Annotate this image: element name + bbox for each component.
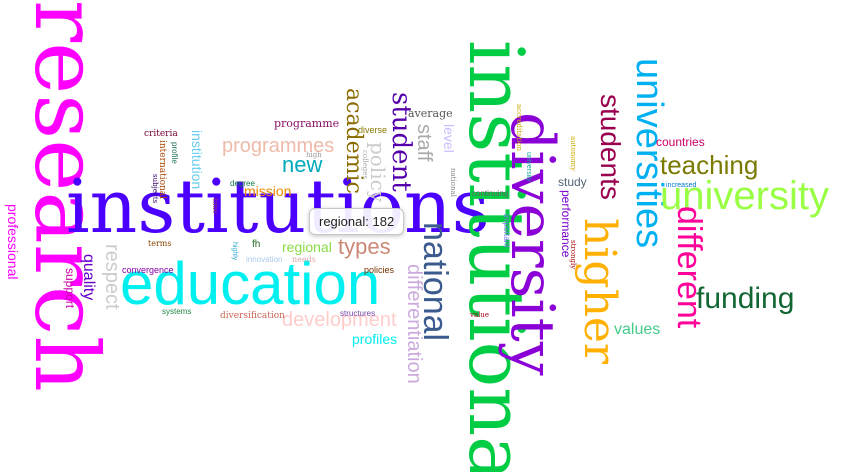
cloud-word[interactable]: autonomy [569, 136, 577, 172]
cloud-word[interactable]: education [120, 250, 381, 317]
cloud-word[interactable]: development [282, 309, 397, 331]
cloud-word[interactable]: diverse [358, 125, 388, 135]
cloud-word[interactable]: professional [5, 204, 21, 280]
cloud-word[interactable]: respect [101, 244, 123, 310]
cloud-word[interactable]: teaching [660, 150, 759, 180]
cloud-word[interactable]: systems [162, 307, 192, 316]
cloud-word[interactable]: level [441, 124, 457, 153]
cloud-word[interactable]: high [306, 151, 322, 159]
cloud-word[interactable]: terms [148, 239, 172, 248]
cloud-word[interactable]: average [408, 107, 453, 120]
cloud-word[interactable]: quality [80, 254, 97, 301]
cloud-word[interactable]: students [595, 94, 626, 200]
cloud-word[interactable]: convergence [122, 265, 174, 275]
cloud-word[interactable]: study [558, 175, 587, 189]
cloud-word[interactable]: differentiation [403, 264, 425, 384]
cloud-word[interactable]: subjects [151, 174, 159, 204]
cloud-word[interactable]: continuing [472, 189, 509, 198]
cloud-word[interactable]: institutions [66, 164, 490, 250]
cloud-word[interactable]: needs [292, 255, 316, 264]
cloud-word[interactable]: new [282, 152, 323, 177]
cloud-word[interactable]: increased [666, 182, 697, 189]
cloud-word[interactable]: support [63, 268, 77, 309]
cloud-word[interactable]: profile [170, 142, 179, 164]
cloud-word[interactable]: types [338, 234, 391, 259]
cloud-word[interactable]: value [470, 311, 490, 319]
cloud-word[interactable]: regional [282, 239, 332, 255]
cloud-word[interactable]: time [211, 198, 219, 214]
cloud-word[interactable]: strongly [569, 240, 577, 270]
tooltip-text: regional: 182 [319, 214, 395, 229]
cloud-word[interactable]: diversity [497, 112, 567, 376]
cloud-word[interactable]: fh [252, 239, 261, 250]
cloud-word[interactable]: staff [413, 124, 435, 162]
cloud-word[interactable]: important [502, 214, 511, 248]
cloud-word[interactable]: programme [274, 117, 340, 130]
cloud-word[interactable]: diversification [220, 311, 285, 321]
word-tooltip: regional: 182 [309, 208, 405, 235]
cloud-word[interactable]: profiles [352, 331, 398, 347]
cloud-word[interactable]: policies [364, 265, 395, 275]
cloud-word[interactable]: programmes [222, 135, 335, 157]
cloud-word[interactable]: higher [574, 218, 625, 364]
cloud-word[interactable]: institution [189, 130, 205, 190]
cloud-word[interactable]: colleges [361, 150, 369, 179]
cloud-word[interactable]: values [614, 321, 661, 338]
cloud-word[interactable]: structures [340, 309, 376, 318]
cloud-word[interactable]: university [660, 174, 829, 218]
cloud-word[interactable]: criteria [144, 129, 178, 139]
cloud-word[interactable]: funding [696, 282, 795, 315]
cloud-word[interactable]: highly [231, 242, 238, 261]
cloud-word[interactable]: national [449, 168, 457, 197]
cloud-word[interactable]: countries [656, 135, 705, 149]
cloud-word[interactable]: innovation [246, 255, 283, 264]
cloud-word[interactable]: degree [230, 179, 255, 188]
cloud-word[interactable]: mission [244, 183, 292, 199]
cloud-word[interactable]: university [525, 152, 532, 182]
cloud-word[interactable]: policy [366, 142, 390, 203]
cloud-word[interactable]: accreditation [515, 104, 523, 151]
